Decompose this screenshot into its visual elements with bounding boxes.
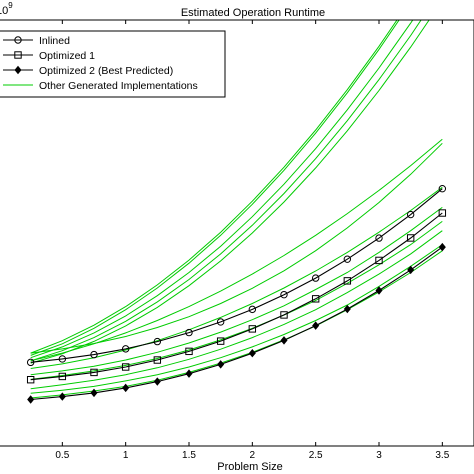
data-point-square <box>153 356 162 364</box>
data-point-square <box>343 277 352 285</box>
other-implementation-line <box>30 20 430 364</box>
x-tick-label: 3 <box>376 450 382 461</box>
data-point-circle <box>375 234 383 242</box>
data-point-square <box>185 347 193 356</box>
data-point-diamond <box>248 348 256 358</box>
legend: Inlined Optimized 1 Optimized 2 (Best Pred… <box>0 30 226 98</box>
data-point-diamond <box>312 321 320 330</box>
data-point-circle <box>90 350 98 359</box>
data-point-circle <box>216 318 225 326</box>
x-tick-label: 2 <box>250 450 256 461</box>
data-point-circle <box>153 337 162 346</box>
data-point-circle <box>26 358 35 367</box>
x-tick-label: 1.5 <box>182 450 196 461</box>
data-point-square <box>375 256 383 265</box>
legend-entry-label: Optimized 2 (Best Predicted) <box>39 65 173 77</box>
series-line-square <box>30 212 443 381</box>
other-implementation-line <box>30 220 443 380</box>
data-point-circle <box>185 328 193 337</box>
other-implementation-line <box>30 230 443 390</box>
data-point-square <box>248 325 257 333</box>
x-tick-label: 3.5 <box>435 450 449 461</box>
other-implementation-line <box>30 20 414 359</box>
data-point-circle <box>406 210 415 219</box>
series-line-circle <box>30 188 443 363</box>
y-multiplier-base: 10 <box>0 5 8 17</box>
x-axis-label: Problem Size <box>217 461 282 473</box>
data-point-square <box>26 375 35 384</box>
other-implementation-line <box>30 20 398 354</box>
data-point-square <box>280 311 288 319</box>
data-point-square <box>58 372 67 381</box>
legend-box <box>0 30 226 98</box>
data-point-diamond <box>58 392 66 401</box>
other-implementation-line <box>30 20 422 362</box>
data-point-square <box>90 368 98 377</box>
other-implementation-line <box>30 138 443 362</box>
data-point-circle <box>343 255 352 263</box>
data-point-diamond <box>343 304 351 314</box>
data-point-circle <box>248 305 257 314</box>
data-point-square <box>438 209 447 217</box>
data-point-square <box>121 363 130 371</box>
other-implementation-line <box>30 244 443 394</box>
data-point-diamond <box>217 360 225 369</box>
data-point-diamond <box>438 242 446 252</box>
data-point-circle <box>438 184 447 193</box>
other-implementation-line <box>30 186 443 369</box>
legend-marker <box>14 36 22 44</box>
data-point-circle <box>311 274 320 282</box>
legend-marker <box>14 51 22 59</box>
data-point-square <box>406 234 415 242</box>
data-point-circle <box>121 345 130 353</box>
data-point-diamond <box>280 336 288 345</box>
data-point-circle <box>280 290 288 299</box>
y-multiplier-exponent: 9 <box>8 1 13 10</box>
data-point-diamond <box>27 395 35 404</box>
data-point-diamond <box>375 286 383 295</box>
plot-frame <box>0 19 474 447</box>
axes: 0.5 1 1.5 2 2.5 3 3.5 <box>0 19 474 461</box>
legend-marker <box>14 65 22 75</box>
series-line-diamond <box>30 246 443 401</box>
x-tick-label: 1 <box>123 450 129 461</box>
legend-entry-label: Inlined <box>39 35 70 47</box>
chart-title: Estimated Operation Runtime <box>181 7 325 19</box>
y-multiplier-label: 109 <box>0 1 13 17</box>
other-implementation-line <box>30 206 443 376</box>
legend-entry-label: Other Generated Implementations <box>39 80 198 92</box>
plot-area <box>26 20 447 404</box>
data-point-diamond <box>153 377 161 386</box>
data-point-square <box>216 337 225 345</box>
x-tick-label: 2.5 <box>309 450 323 461</box>
data-point-diamond <box>90 388 98 398</box>
other-implementation-line <box>30 20 400 356</box>
data-point-diamond <box>122 383 130 393</box>
legend-entry-label: Optimized 1 <box>39 50 95 62</box>
x-tick-label: 0.5 <box>55 450 69 461</box>
data-point-diamond <box>185 369 193 378</box>
other-implementation-line <box>30 250 443 399</box>
data-point-diamond <box>407 265 415 275</box>
other-implementation-line <box>30 142 443 354</box>
data-point-circle <box>58 355 67 363</box>
data-point-square <box>311 295 320 303</box>
